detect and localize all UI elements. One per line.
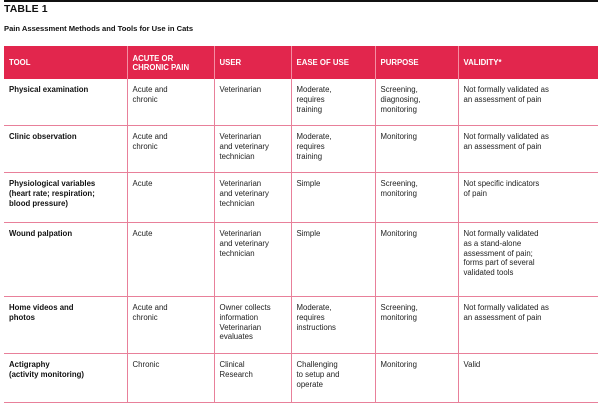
table-title: Pain Assessment Methods and Tools for Us… [4,24,194,33]
cell-tool: Actigraphy (activity monitoring) [4,353,127,403]
cell-user: Owner collects information Veterinarian … [213,296,291,354]
cell-validity: Not formally validated as an assessment … [457,79,598,126]
cell-pain-type: Acute [126,172,214,223]
cell-user: Clinical Research [213,353,291,403]
cell-ease-of-use: Challenging to setup and operate [290,353,375,403]
cell-tool: Home videos and photos [4,296,127,354]
cell-pain-type: Chronic [126,353,214,403]
table-row: Actigraphy (activity monitoring) Chronic… [4,353,598,403]
cell-ease-of-use: Moderate, requires training [290,125,375,173]
cell-validity: Valid [457,353,598,403]
pain-assessment-table: TOOL ACUTE OR CHRONIC PAIN USER EASE OF … [4,46,598,403]
column-header-validity: VALIDITY* [457,46,598,79]
cell-ease-of-use: Moderate, requires training [290,79,375,126]
table-row: Home videos and photos Acute and chronic… [4,296,598,354]
column-header-acute-or-chronic-pain: ACUTE OR CHRONIC PAIN [126,46,214,79]
column-header-ease-of-use: EASE OF USE [290,46,375,79]
table-label: TABLE 1 [4,3,48,15]
cell-user: Veterinarian [213,79,291,126]
cell-validity: Not formally validated as a stand-alone … [457,222,598,297]
column-header-tool: TOOL [4,46,127,79]
cell-pain-type: Acute and chronic [126,125,214,173]
cell-validity: Not formally validated as an assessment … [457,296,598,354]
cell-validity: Not formally validated as an assessment … [457,125,598,173]
cell-purpose: Screening, monitoring [374,172,458,223]
cell-user: Veterinarian and veterinary technician [213,172,291,223]
table-row: Physiological variables (heart rate; res… [4,172,598,223]
table-row: Clinic observation Acute and chronic Vet… [4,125,598,173]
cell-user: Veterinarian and veterinary technician [213,222,291,297]
cell-purpose: Screening, diagnosing, monitoring [374,79,458,126]
cell-purpose: Monitoring [374,222,458,297]
cell-ease-of-use: Simple [290,172,375,223]
cell-pain-type: Acute [126,222,214,297]
cell-ease-of-use: Moderate, requires instructions [290,296,375,354]
cell-tool: Physiological variables (heart rate; res… [4,172,127,223]
column-header-user: USER [213,46,291,79]
top-rule [4,0,598,2]
cell-ease-of-use: Simple [290,222,375,297]
cell-purpose: Monitoring [374,353,458,403]
cell-tool: Physical examination [4,79,127,126]
cell-tool: Wound palpation [4,222,127,297]
table-row: Physical examination Acute and chronic V… [4,79,598,126]
table-header-row: TOOL ACUTE OR CHRONIC PAIN USER EASE OF … [4,46,598,79]
cell-purpose: Screening, monitoring [374,296,458,354]
column-header-purpose: PURPOSE [374,46,458,79]
cell-validity: Not specific indicators of pain [457,172,598,223]
cell-pain-type: Acute and chronic [126,296,214,354]
cell-tool: Clinic observation [4,125,127,173]
cell-pain-type: Acute and chronic [126,79,214,126]
table-row: Wound palpation Acute Veterinarian and v… [4,222,598,297]
cell-user: Veterinarian and veterinary technician [213,125,291,173]
cell-purpose: Monitoring [374,125,458,173]
